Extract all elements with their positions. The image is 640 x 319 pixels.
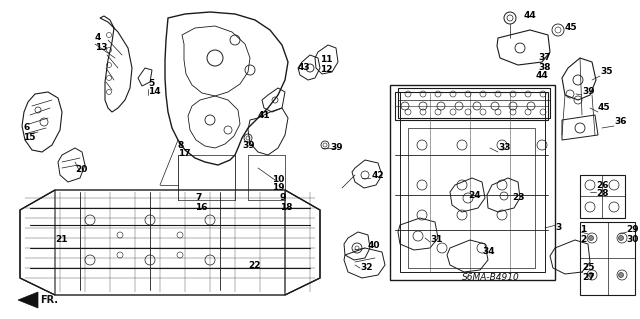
Text: 39: 39	[582, 87, 595, 97]
Text: 1: 1	[580, 226, 586, 234]
Text: 22: 22	[248, 261, 260, 270]
Text: 17: 17	[178, 150, 191, 159]
Circle shape	[589, 235, 593, 241]
Text: S6MA-B4910: S6MA-B4910	[462, 273, 520, 283]
Text: 24: 24	[468, 190, 481, 199]
Text: 2: 2	[580, 234, 586, 243]
Text: 23: 23	[512, 194, 525, 203]
Text: 16: 16	[195, 203, 207, 211]
Text: 11: 11	[320, 56, 333, 64]
Polygon shape	[18, 292, 38, 308]
Text: FR.: FR.	[40, 295, 58, 305]
Text: 40: 40	[368, 241, 381, 249]
Text: 5: 5	[148, 78, 154, 87]
Text: 39: 39	[330, 144, 342, 152]
Text: 4: 4	[95, 33, 101, 42]
Text: 37: 37	[538, 54, 550, 63]
Circle shape	[618, 235, 623, 241]
Text: 42: 42	[372, 170, 385, 180]
Text: 3: 3	[555, 224, 561, 233]
Text: 8: 8	[178, 140, 184, 150]
Text: 19: 19	[272, 183, 285, 192]
Text: 39: 39	[242, 140, 255, 150]
Text: 32: 32	[360, 263, 372, 272]
Text: 28: 28	[596, 189, 609, 198]
Text: 12: 12	[320, 64, 333, 73]
Text: 45: 45	[565, 24, 578, 33]
Text: 21: 21	[55, 235, 67, 244]
Circle shape	[618, 272, 623, 278]
Text: 27: 27	[582, 272, 595, 281]
Text: 20: 20	[75, 166, 88, 174]
Text: 35: 35	[600, 68, 612, 77]
Text: 26: 26	[596, 181, 609, 189]
Text: 34: 34	[482, 248, 495, 256]
Text: 6: 6	[23, 123, 29, 132]
Text: 38: 38	[538, 63, 550, 71]
Text: 7: 7	[195, 194, 202, 203]
Text: 10: 10	[272, 174, 284, 183]
Text: 36: 36	[614, 117, 627, 127]
Text: 41: 41	[258, 110, 271, 120]
Text: 13: 13	[95, 42, 108, 51]
Text: 33: 33	[498, 144, 511, 152]
Text: 29: 29	[626, 226, 639, 234]
Text: 45: 45	[598, 103, 611, 113]
Text: 43: 43	[298, 63, 310, 72]
Text: 44: 44	[524, 11, 537, 19]
Circle shape	[589, 272, 593, 278]
Text: 18: 18	[280, 203, 292, 211]
Text: 14: 14	[148, 87, 161, 97]
Text: 31: 31	[430, 235, 442, 244]
Text: 25: 25	[582, 263, 595, 272]
Text: 30: 30	[626, 234, 638, 243]
Text: 15: 15	[23, 132, 35, 142]
Text: 44: 44	[536, 70, 548, 79]
Text: 9: 9	[280, 194, 286, 203]
